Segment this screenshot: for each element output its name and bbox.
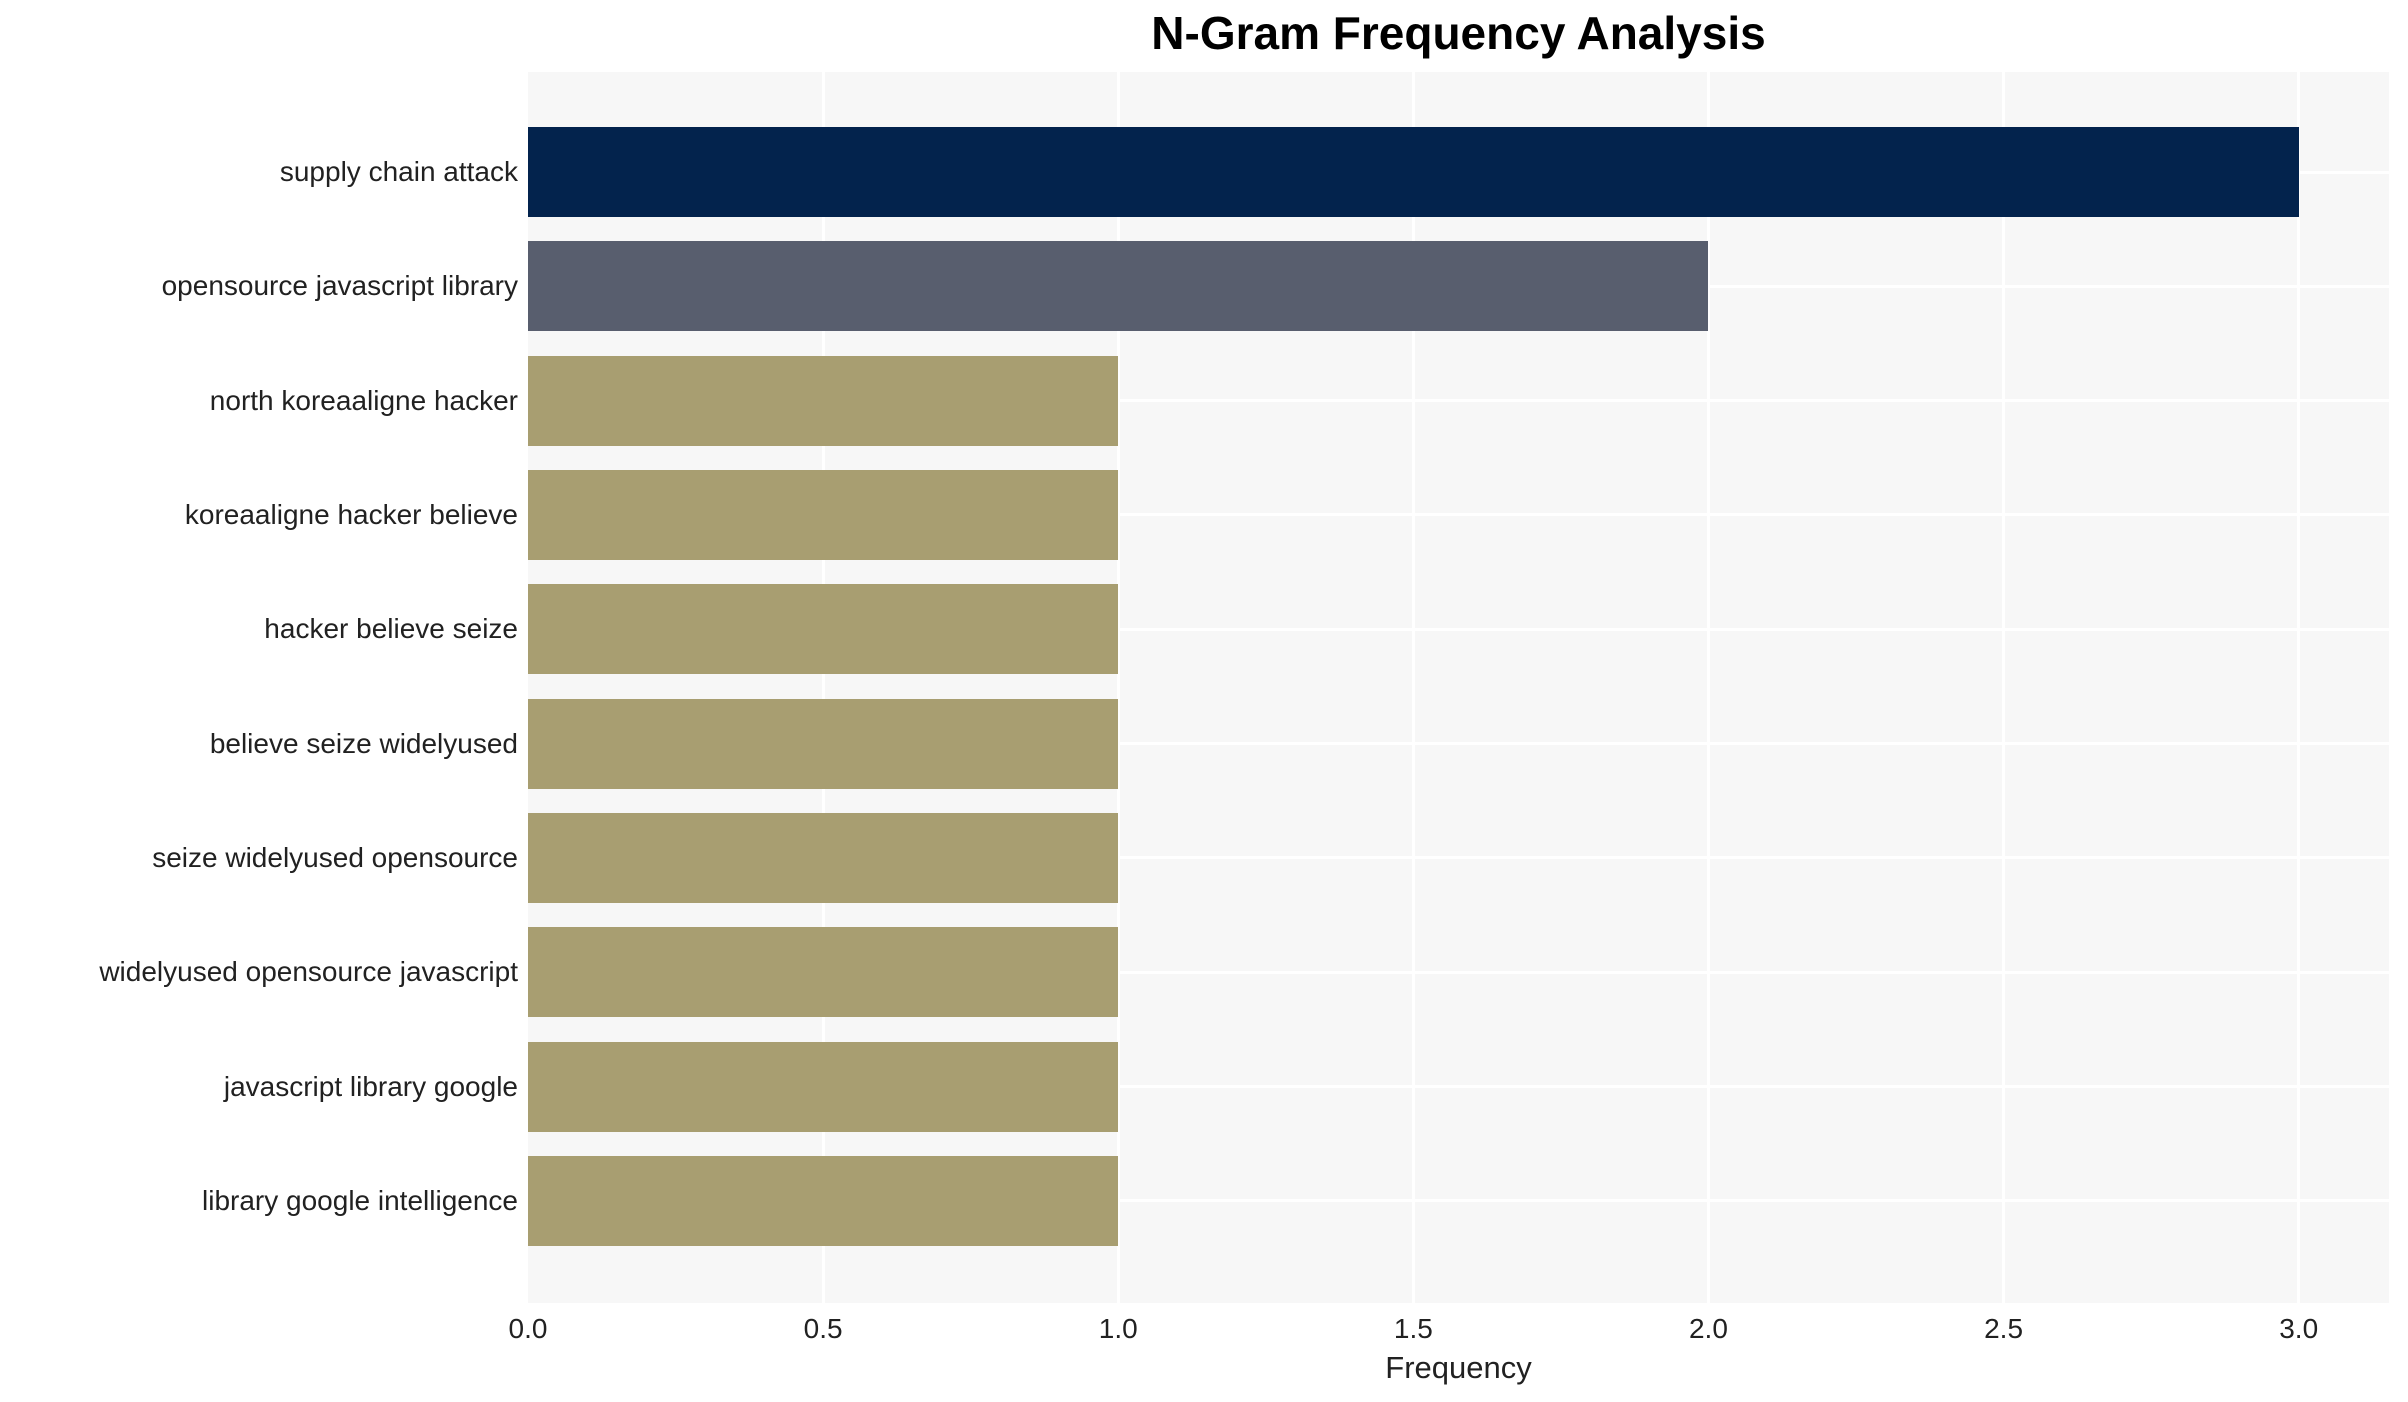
gridline-horizontal — [528, 627, 2389, 631]
gridline-vertical — [2002, 72, 2006, 1303]
bar — [528, 584, 1119, 675]
bar — [528, 127, 2299, 217]
x-axis-tick-label: 2.5 — [1984, 1313, 2024, 1344]
x-axis-tick-label: 1.0 — [1098, 1313, 1138, 1344]
gridline-vertical — [1116, 72, 1120, 1303]
bar — [528, 927, 1119, 1018]
y-axis-category-label: javascript library google — [223, 1070, 518, 1102]
y-axis-category-label: supply chain attack — [279, 156, 518, 187]
y-axis-category-label: seize widelyused opensource — [152, 841, 518, 873]
bar — [528, 241, 1709, 332]
x-axis-tick-label: 0.5 — [803, 1313, 843, 1344]
x-axis-label: Frequency — [1385, 1350, 1532, 1385]
bar — [528, 698, 1119, 789]
x-axis-tick-label: 0.0 — [508, 1313, 548, 1344]
y-axis-category-label: opensource javascript library — [161, 270, 518, 302]
gridline-vertical — [2297, 72, 2301, 1303]
bar — [528, 355, 1119, 446]
gridline-horizontal — [528, 513, 2389, 517]
gridline-vertical — [1411, 72, 1415, 1303]
plot-area — [528, 72, 2389, 1303]
y-axis-category-label: widelyused opensource javascript — [99, 956, 518, 988]
bar — [528, 1041, 1119, 1132]
gridline-horizontal — [528, 1199, 2389, 1203]
gridline-vertical — [821, 72, 825, 1303]
y-axis-category-label: north koreaaligne hacker — [209, 384, 518, 416]
chart-title: N-Gram Frequency Analysis — [1151, 7, 1766, 59]
y-axis-category-label: hacker believe seize — [264, 613, 518, 645]
y-axis-category-label: library google intelligence — [202, 1184, 518, 1216]
gridline-horizontal — [528, 742, 2389, 746]
y-axis-category-label: believe seize widelyused — [209, 727, 518, 759]
y-axis-category-label: koreaaligne hacker believe — [184, 498, 518, 530]
gridline-vertical — [1706, 72, 1710, 1303]
gridline-horizontal — [528, 970, 2389, 974]
gridline-horizontal — [528, 399, 2389, 403]
bar — [528, 469, 1119, 560]
gridline-horizontal — [528, 856, 2389, 860]
x-axis-tick-label: 3.0 — [2279, 1313, 2319, 1344]
x-axis-tick-label: 1.5 — [1393, 1313, 1433, 1344]
x-axis-tick-label: 2.0 — [1688, 1313, 1728, 1344]
bar — [528, 1155, 1119, 1246]
gridline-horizontal — [528, 1085, 2389, 1089]
bar — [528, 812, 1119, 903]
